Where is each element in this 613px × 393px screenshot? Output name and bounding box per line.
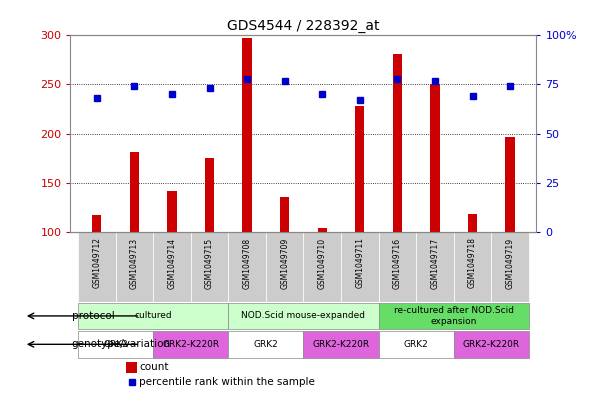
Bar (393, 54, 402, 232)
Bar (468, 214, 477, 232)
Bar (266, 232, 303, 302)
Text: GRK2: GRK2 (254, 340, 278, 349)
Text: protocol: protocol (72, 311, 115, 321)
Bar (205, 158, 214, 232)
Bar (341, 232, 379, 302)
Bar (167, 191, 177, 232)
Bar (505, 136, 515, 232)
Text: GSM1049709: GSM1049709 (280, 237, 289, 289)
Bar (430, 83, 440, 232)
Text: GRK2-K220R: GRK2-K220R (463, 340, 520, 349)
Text: percentile rank within the sample: percentile rank within the sample (139, 377, 315, 387)
Text: GSM1049718: GSM1049718 (468, 237, 477, 288)
Bar (126, 362, 137, 373)
Bar (303, 331, 379, 358)
Bar (78, 232, 116, 302)
Bar (92, 215, 102, 232)
Bar (454, 331, 529, 358)
Bar (228, 331, 303, 358)
Bar (153, 331, 228, 358)
Bar (116, 232, 153, 302)
Bar (228, 303, 379, 329)
Bar (318, 228, 327, 232)
Title: GDS4544 / 228392_at: GDS4544 / 228392_at (227, 19, 379, 33)
Bar (416, 232, 454, 302)
Text: genotype/variation: genotype/variation (72, 339, 171, 349)
Text: re-cultured after NOD.Scid
expansion: re-cultured after NOD.Scid expansion (394, 306, 514, 326)
Bar (78, 331, 153, 358)
Text: GSM1049714: GSM1049714 (167, 237, 177, 288)
Bar (355, 106, 365, 232)
Bar (491, 232, 529, 302)
Bar (242, 38, 252, 232)
Bar (379, 232, 416, 302)
Text: GSM1049712: GSM1049712 (93, 237, 101, 288)
Bar (379, 331, 454, 358)
Text: GSM1049716: GSM1049716 (393, 237, 402, 288)
Bar (228, 232, 266, 302)
Text: cultured: cultured (134, 311, 172, 320)
Text: GRK2-K220R: GRK2-K220R (162, 340, 219, 349)
Text: GRK2: GRK2 (404, 340, 428, 349)
Bar (303, 232, 341, 302)
Text: GSM1049719: GSM1049719 (506, 237, 514, 288)
Bar (191, 232, 228, 302)
Bar (130, 152, 139, 232)
Text: GSM1049715: GSM1049715 (205, 237, 214, 288)
Bar (78, 303, 228, 329)
Text: GSM1049708: GSM1049708 (243, 237, 251, 288)
Bar (454, 232, 491, 302)
Bar (379, 303, 529, 329)
Text: GSM1049713: GSM1049713 (130, 237, 139, 288)
Text: NOD.Scid mouse-expanded: NOD.Scid mouse-expanded (242, 311, 365, 320)
Text: count: count (139, 362, 169, 372)
Text: GSM1049710: GSM1049710 (318, 237, 327, 288)
Text: GSM1049717: GSM1049717 (430, 237, 440, 288)
Text: GRK2: GRK2 (103, 340, 128, 349)
Bar (153, 232, 191, 302)
Text: GRK2-K220R: GRK2-K220R (313, 340, 370, 349)
Text: GSM1049711: GSM1049711 (356, 237, 364, 288)
Bar (280, 197, 289, 232)
